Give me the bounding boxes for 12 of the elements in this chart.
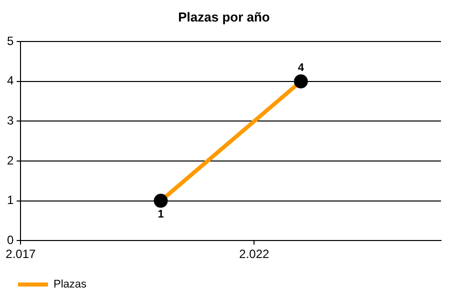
x-tick-label: 2.022 — [239, 247, 270, 262]
y-tick-label: 2 — [6, 153, 14, 168]
y-tick-label: 3 — [6, 114, 14, 128]
data-label: 1 — [158, 208, 164, 220]
y-tick-label: 1 — [6, 193, 14, 208]
y-tick-label: 5 — [6, 34, 14, 48]
legend-label: Plazas — [54, 278, 88, 291]
x-tick-label: 2.017 — [6, 247, 36, 262]
data-label: 4 — [298, 62, 305, 74]
chart-title: Plazas por año — [178, 9, 270, 24]
y-tick-label: 0 — [6, 232, 14, 247]
y-tick-label: 4 — [6, 74, 14, 88]
